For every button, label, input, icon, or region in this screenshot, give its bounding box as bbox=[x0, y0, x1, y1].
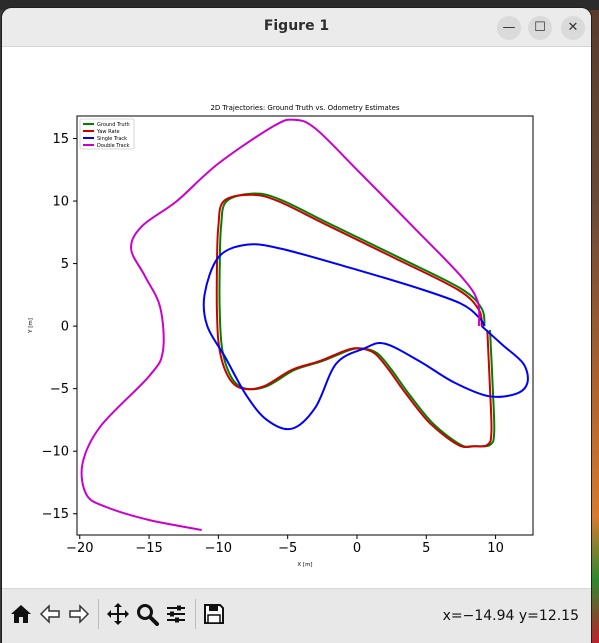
maximize-button[interactable]: ☐ bbox=[528, 16, 552, 40]
minimize-button[interactable]: — bbox=[497, 16, 521, 40]
series-line-yaw-rate bbox=[215, 193, 493, 448]
desktop-background-top bbox=[0, 0, 599, 10]
x-tick-label: −15 bbox=[135, 541, 162, 556]
x-tick-label: 10 bbox=[487, 541, 504, 556]
legend-label: Double Track bbox=[97, 143, 129, 149]
toolbar-separator bbox=[195, 599, 196, 629]
save-icon[interactable] bbox=[201, 601, 227, 627]
y-tick-label: −15 bbox=[42, 507, 69, 522]
cursor-coordinates: x=−14.94 y=12.15 bbox=[442, 608, 579, 624]
back-icon[interactable] bbox=[37, 601, 63, 627]
x-axis-label: X [m] bbox=[297, 562, 312, 568]
pan-icon[interactable] bbox=[105, 601, 131, 627]
x-tick-label: −20 bbox=[66, 541, 93, 556]
toolbar-separator bbox=[98, 599, 99, 629]
chart-title: 2D Trajectories: Ground Truth vs. Odomet… bbox=[210, 104, 399, 112]
y-tick-label: 10 bbox=[52, 195, 69, 210]
legend-label: Single Track bbox=[97, 136, 127, 142]
x-tick-label: −5 bbox=[278, 541, 297, 556]
series-line-double-track bbox=[80, 118, 481, 531]
x-tick-label: −10 bbox=[205, 541, 232, 556]
y-tick-label: −5 bbox=[50, 382, 69, 397]
plot-area bbox=[76, 115, 534, 536]
chart-svg[interactable]: 2D Trajectories: Ground Truth vs. Odomet… bbox=[2, 47, 591, 588]
zoom-icon[interactable] bbox=[134, 601, 160, 627]
legend-label: Ground Truth bbox=[97, 122, 130, 128]
y-tick-label: −10 bbox=[42, 445, 69, 460]
x-tick-label: 5 bbox=[422, 541, 430, 556]
figure-window: Figure 1 — ☐ ✕ 2D Trajectories: Ground T… bbox=[2, 8, 591, 643]
legend-box bbox=[79, 118, 135, 150]
home-icon[interactable] bbox=[8, 601, 34, 627]
desktop-background-right bbox=[589, 10, 599, 643]
y-tick-label: 15 bbox=[52, 132, 69, 147]
window-title: Figure 1 bbox=[263, 18, 330, 34]
forward-icon[interactable] bbox=[66, 601, 92, 627]
title-bar[interactable]: Figure 1 — ☐ ✕ bbox=[2, 8, 591, 47]
y-tick-label: 5 bbox=[61, 257, 69, 272]
y-tick-label: 0 bbox=[61, 320, 69, 335]
configure-subplots-icon[interactable] bbox=[163, 601, 189, 627]
legend-label: Yaw Rate bbox=[96, 129, 120, 135]
y-axis-label: Y [m] bbox=[28, 318, 34, 334]
series-line-single-track bbox=[202, 243, 529, 431]
figure-canvas[interactable]: 2D Trajectories: Ground Truth vs. Odomet… bbox=[2, 47, 591, 588]
close-button[interactable]: ✕ bbox=[561, 16, 585, 40]
x-tick-label: 0 bbox=[353, 541, 361, 556]
navigation-toolbar: x=−14.94 y=12.15 bbox=[2, 588, 591, 643]
